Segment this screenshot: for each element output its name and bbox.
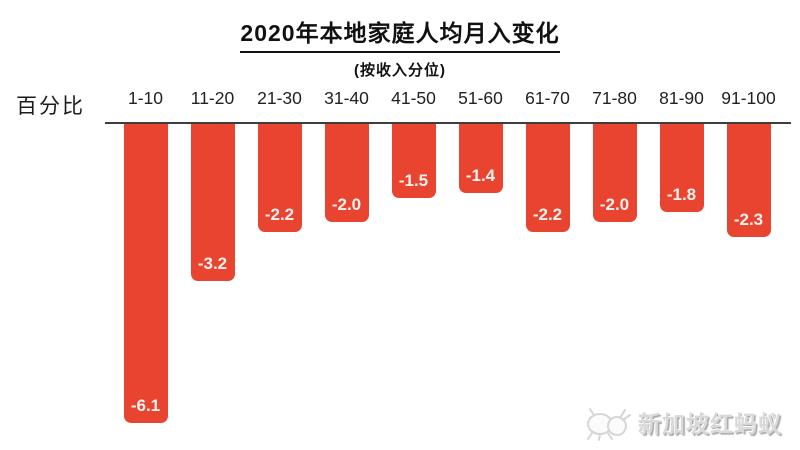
category-label: 41-50	[380, 88, 447, 109]
category-label-text: 1-10	[127, 88, 164, 108]
category-axis: 1-10 11-20 21-30 31-40 41-50 51-60 61-70 71-80 8…	[112, 88, 782, 109]
category-label-text: 71-80	[592, 88, 637, 108]
category-label-text: 21-30	[257, 88, 302, 108]
ant-logo-icon	[587, 408, 631, 441]
bar: -2.2	[525, 124, 570, 232]
category-label-text: 41-50	[391, 88, 436, 108]
bar-value-label: -2.2	[264, 205, 295, 224]
category-label: 61-70	[514, 88, 581, 109]
chart-header: 2020年本地家庭人均月入变化 (按收入分位)	[0, 14, 800, 80]
chart-subtitle: (按收入分位)	[354, 62, 446, 79]
watermark: 新加坡红蚂蚁	[584, 402, 782, 442]
category-label-text: 31-40	[324, 88, 369, 108]
bar-column: -2.0	[313, 124, 380, 423]
bar: -2.2	[257, 124, 302, 232]
bar-value-label: -2.2	[532, 205, 563, 224]
category-label: 21-30	[246, 88, 313, 109]
bar: -2.0	[324, 124, 369, 222]
watermark-text: 新加坡红蚂蚁	[638, 411, 782, 437]
category-label: 1-10	[112, 88, 179, 109]
bar-value-label: -6.1	[130, 396, 161, 415]
category-label: 31-40	[313, 88, 380, 109]
category-label-text: 11-20	[190, 88, 235, 108]
bar: -3.2	[190, 124, 235, 281]
bar: -1.5	[391, 124, 436, 198]
bar: -6.1	[123, 124, 168, 423]
category-label: 51-60	[447, 88, 514, 109]
bar-value-label: -1.4	[465, 166, 496, 185]
category-label-text: 81-90	[659, 88, 704, 108]
bar-column: -1.4	[447, 124, 514, 423]
bar: -1.4	[458, 124, 503, 193]
bar-value-label: -2.0	[599, 195, 630, 214]
category-label-text: 61-70	[525, 88, 570, 108]
category-label: 81-90	[648, 88, 715, 109]
y-axis-label: 百分比	[16, 95, 85, 118]
bar-column: -3.2	[179, 124, 246, 423]
category-label: 11-20	[179, 88, 246, 109]
bar: -2.0	[592, 124, 637, 222]
bars-container: -6.1 -3.2 -2.2 -2.0 -1.5 -1.4 -2.2 -2.0 -1.8 -2.3	[112, 124, 782, 423]
bar-value-label: -3.2	[197, 254, 228, 273]
bar-column: -1.8	[648, 124, 715, 423]
zero-baseline	[105, 122, 791, 124]
category-label: 91-100	[715, 88, 782, 109]
chart-title: 2020年本地家庭人均月入变化	[240, 14, 560, 53]
bar-value-label: -1.5	[398, 171, 429, 190]
bar-value-label: -2.3	[733, 210, 764, 229]
bar-column: -2.0	[581, 124, 648, 423]
category-label: 71-80	[581, 88, 648, 109]
bar: -1.8	[659, 124, 704, 212]
category-label-text: 51-60	[458, 88, 503, 108]
bar-value-label: -1.8	[666, 185, 697, 204]
bar-column: -6.1	[112, 124, 179, 423]
category-label-text: 91-100	[721, 88, 776, 108]
bar-column: -2.3	[715, 124, 782, 423]
bar-value-label: -2.0	[331, 195, 362, 214]
bar-column: -1.5	[380, 124, 447, 423]
bar: -2.3	[726, 124, 771, 237]
bar-column: -2.2	[514, 124, 581, 423]
bar-column: -2.2	[246, 124, 313, 423]
